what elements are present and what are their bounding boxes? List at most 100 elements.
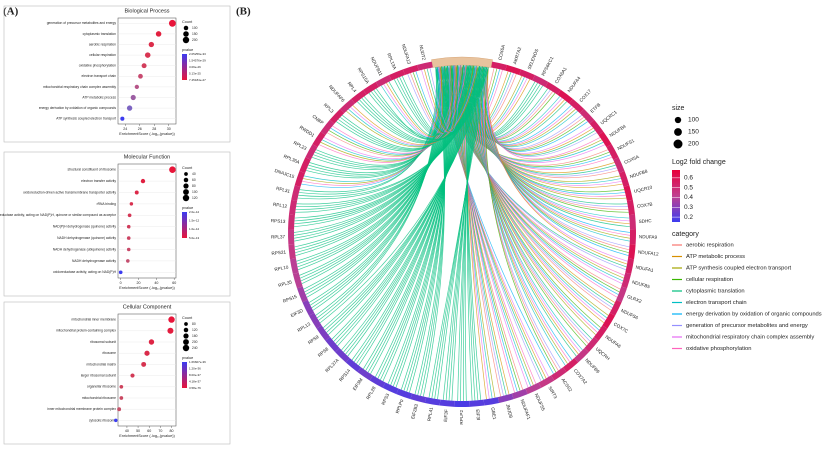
size-legend-label: 150 bbox=[192, 32, 198, 36]
gene-label: RPL12 bbox=[273, 202, 288, 209]
gene-label: RPL35 bbox=[278, 279, 293, 288]
size-legend-dot bbox=[183, 25, 189, 31]
gene-label: EIF3I bbox=[475, 409, 481, 420]
gene-label: NUDT2 bbox=[418, 45, 426, 61]
gene-segment bbox=[618, 171, 630, 187]
color-tick-label: 0.4 bbox=[684, 194, 693, 201]
chord bbox=[434, 66, 486, 399]
gene-segment bbox=[410, 393, 427, 403]
gene-segment bbox=[606, 144, 619, 160]
x-tick-label: 20 bbox=[137, 281, 141, 285]
gene-segment bbox=[497, 393, 514, 403]
chord bbox=[342, 65, 473, 149]
dot bbox=[168, 316, 175, 323]
dot bbox=[141, 63, 147, 69]
chord bbox=[484, 66, 629, 256]
chord bbox=[301, 65, 453, 285]
category-label: cytoplasmic translation bbox=[686, 289, 745, 295]
y-tick-label: cytoplasmic translation bbox=[83, 32, 117, 36]
size-legend-dot bbox=[674, 116, 682, 124]
y-tick-label: oxidoreduction-driven active transmembra… bbox=[23, 190, 116, 194]
gene-segment bbox=[584, 337, 599, 353]
color-legend-label: 1.5e-12 bbox=[189, 218, 200, 222]
dot bbox=[129, 202, 134, 206]
size-legend-dot bbox=[183, 177, 189, 183]
panel-frame bbox=[3, 151, 231, 297]
gene-segment bbox=[369, 375, 386, 388]
color-legend-title: pvalue bbox=[182, 356, 193, 360]
panel-frame bbox=[3, 5, 231, 143]
dot bbox=[140, 178, 146, 184]
panel-label: (B) bbox=[236, 6, 251, 18]
chord bbox=[388, 66, 445, 137]
color-legend-label: 3.58e-76 bbox=[189, 386, 201, 390]
gene-label: RPL4 bbox=[347, 81, 358, 94]
gene-label: RPL31 bbox=[276, 186, 291, 194]
color-legend-label: 1.54576e-29 bbox=[189, 58, 206, 62]
dot bbox=[130, 94, 136, 101]
gene-segment bbox=[292, 272, 303, 289]
color-legend-title: Log2 fold change bbox=[672, 159, 726, 166]
gene-segment bbox=[574, 347, 589, 363]
chord bbox=[486, 66, 628, 262]
gene-segment bbox=[491, 61, 507, 71]
x-tick-label: 30 bbox=[167, 127, 171, 131]
dot bbox=[119, 396, 124, 400]
gene-segment bbox=[363, 81, 379, 95]
size-legend-label: 100 bbox=[192, 26, 198, 30]
size-legend-label: 80 bbox=[192, 184, 196, 188]
gene-segment bbox=[402, 64, 419, 75]
gene-segment bbox=[626, 199, 636, 216]
color-bar bbox=[182, 54, 187, 80]
dot bbox=[144, 52, 151, 58]
dot bbox=[155, 31, 162, 37]
color-legend-label: 2.0e-12 bbox=[189, 210, 200, 214]
size-legend-label: 160 bbox=[192, 334, 198, 338]
gene-segment bbox=[519, 69, 535, 81]
chord bbox=[485, 67, 557, 373]
x-tick-label: 60 bbox=[147, 429, 151, 433]
x-tick-label: 50 bbox=[136, 429, 140, 433]
size-legend-label: 150 bbox=[688, 129, 699, 136]
chord bbox=[482, 66, 566, 366]
x-axis-label: EnrichmentScore (-log₁₀(pvalue)) bbox=[119, 286, 175, 290]
dot bbox=[138, 73, 143, 79]
category-label: aerobic respiration bbox=[686, 243, 734, 249]
gene-label: GLRX2 bbox=[626, 294, 642, 304]
color-tick-label: 0.6 bbox=[684, 175, 693, 182]
color-bar bbox=[182, 212, 187, 238]
chord bbox=[373, 66, 489, 140]
dot bbox=[119, 384, 124, 389]
y-tick-label: oxidoreductase activity, acting on NAD(P… bbox=[53, 270, 117, 274]
gene-label: NDUFAF1 bbox=[520, 399, 532, 421]
gene-segment bbox=[396, 388, 413, 400]
gene-label: EIF3F bbox=[443, 409, 449, 422]
size-legend-dot bbox=[183, 183, 189, 189]
gene-label: RPS9 bbox=[307, 334, 320, 345]
gene-segment bbox=[288, 229, 295, 245]
gene-label: COX5A bbox=[623, 154, 640, 165]
y-tick-label: larger ribosomal subunit bbox=[81, 373, 116, 377]
y-tick-label: energy derivation by oxidation of organi… bbox=[39, 106, 117, 110]
gene-segment bbox=[382, 382, 399, 395]
gene-segment bbox=[609, 299, 622, 316]
gene-segment bbox=[439, 399, 455, 407]
dot bbox=[169, 166, 176, 173]
chord bbox=[332, 65, 467, 154]
chord bbox=[409, 66, 446, 393]
size-legend-dot bbox=[183, 31, 189, 37]
size-legend-title: Count bbox=[182, 166, 193, 170]
color-legend-label: 8.00e-37 bbox=[189, 373, 201, 377]
size-legend-label: 120 bbox=[192, 328, 198, 332]
gene-label: DNAJC15 bbox=[274, 168, 295, 179]
category-label: ATP metabolic process bbox=[686, 254, 745, 260]
gene-segment bbox=[557, 89, 573, 104]
category-label: generation of precursor metabolites and … bbox=[686, 323, 808, 329]
color-tick-label: 0.5 bbox=[684, 184, 693, 191]
gene-label: AKR7A2 bbox=[512, 46, 522, 65]
dot bbox=[118, 270, 123, 275]
chord bbox=[486, 67, 601, 160]
size-legend-label: 200 bbox=[192, 340, 198, 344]
gene-label: RPL36A bbox=[283, 154, 302, 166]
gene-label: RPS8 bbox=[317, 346, 330, 358]
